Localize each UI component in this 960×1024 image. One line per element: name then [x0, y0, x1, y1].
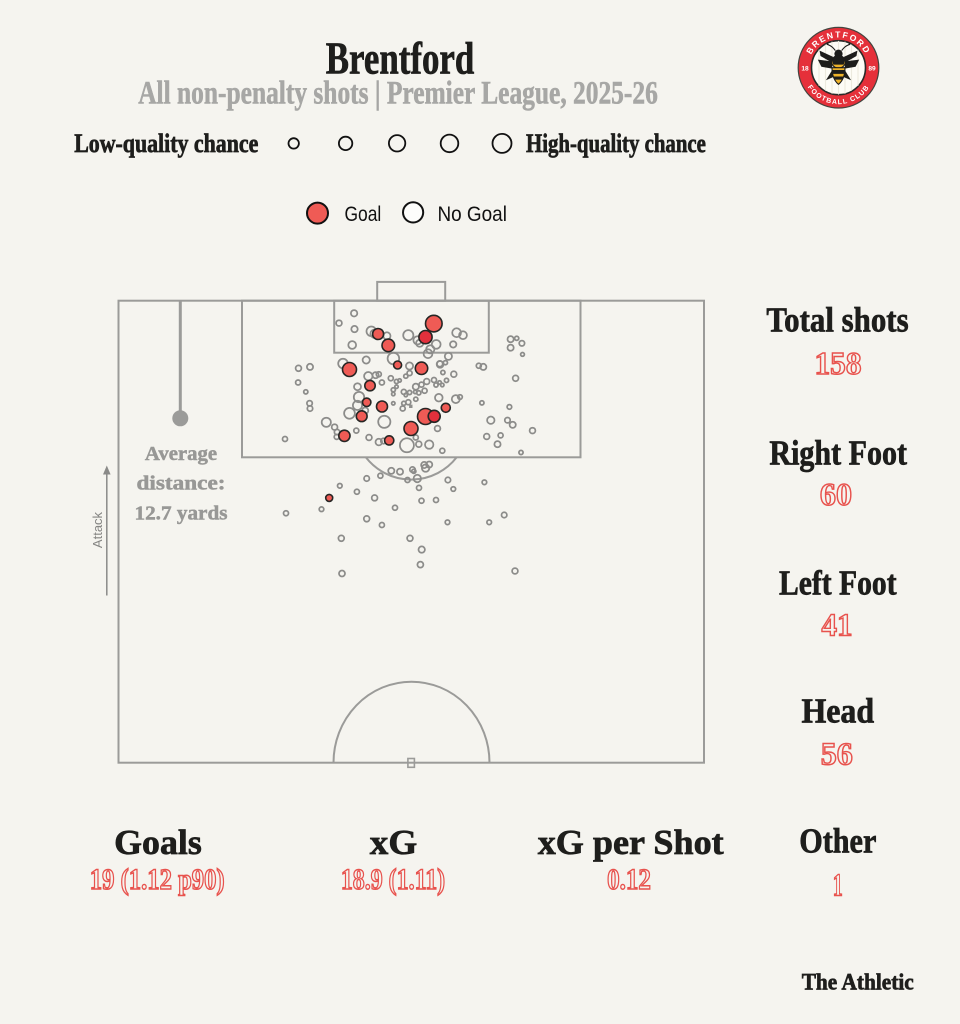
svg-text:Other: Other: [799, 822, 876, 861]
svg-text:Left Foot: Left Foot: [779, 564, 897, 603]
svg-text:18.9 (1.11): 18.9 (1.11): [341, 864, 445, 896]
svg-text:distance:: distance:: [137, 473, 226, 495]
svg-text:89: 89: [868, 65, 876, 72]
svg-text:Low-quality chance: Low-quality chance: [74, 129, 258, 158]
svg-text:Brentford: Brentford: [326, 34, 475, 84]
svg-text:18: 18: [801, 65, 809, 72]
svg-text:19 (1.12 p90): 19 (1.12 p90): [90, 864, 225, 896]
svg-text:Head: Head: [801, 691, 874, 730]
svg-text:Goals: Goals: [114, 823, 202, 862]
svg-text:Total shots: Total shots: [766, 301, 908, 340]
svg-text:All non-penalty shots | Premie: All non-penalty shots | Premier League, …: [138, 75, 658, 111]
svg-text:xG per Shot: xG per Shot: [538, 823, 724, 862]
svg-text:The Athletic: The Athletic: [802, 970, 914, 996]
svg-text:xG: xG: [370, 823, 417, 862]
svg-text:Attack: Attack: [90, 511, 105, 548]
svg-text:12.7 yards: 12.7 yards: [135, 502, 228, 524]
svg-text:0.12: 0.12: [607, 864, 651, 896]
svg-text:No Goal: No Goal: [438, 203, 507, 226]
svg-text:Right Foot: Right Foot: [769, 434, 907, 473]
svg-text:158: 158: [815, 345, 862, 381]
svg-text:56: 56: [821, 735, 853, 771]
svg-text:1: 1: [833, 867, 843, 903]
svg-text:41: 41: [822, 606, 853, 642]
svg-text:60: 60: [820, 476, 852, 512]
svg-text:Average: Average: [145, 443, 217, 465]
svg-text:High-quality chance: High-quality chance: [526, 129, 706, 158]
svg-text:Goal: Goal: [345, 203, 382, 226]
